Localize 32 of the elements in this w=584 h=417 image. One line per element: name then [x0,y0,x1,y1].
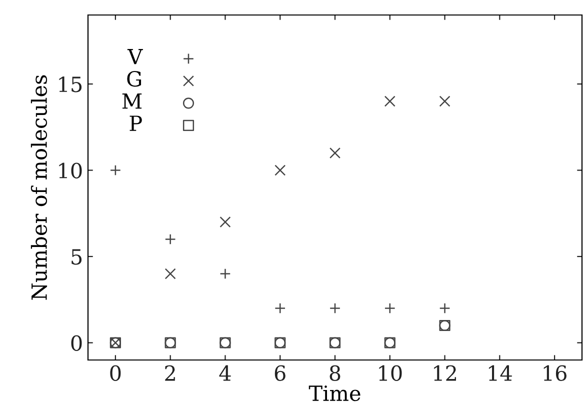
legend-label: P [130,116,142,131]
x-tick-label: 16 [544,365,566,381]
x-tick-label: 14 [488,365,512,381]
x-tick-label: 10 [379,365,402,381]
x-tick-label: 0 [110,365,121,381]
point [439,302,450,314]
point [110,164,121,176]
y-tick-label: 15 [59,76,82,92]
point [220,268,231,280]
x-tick-label: 6 [274,365,286,381]
y-tick-label: 5 [72,249,82,265]
point [164,234,176,245]
point [274,164,286,176]
point [384,96,396,107]
legend-label: V [127,48,143,64]
x-tick-label: 8 [330,365,340,381]
point [274,302,286,314]
point [220,216,231,228]
y-tick-label: 0 [71,335,82,351]
legend-label: G [127,70,142,87]
point [329,302,341,314]
legend-label: M [122,93,142,109]
y-tick-label: 10 [59,162,82,178]
x-axis-title: Time [308,386,360,402]
y-axis-title: Number of molecules [30,75,48,300]
x-tick-label: 2 [165,365,175,381]
point [384,302,396,314]
point [164,268,176,280]
x-tick-label: 4 [219,365,231,381]
point [439,96,450,107]
point [329,147,341,159]
x-tick-label: 12 [434,365,456,381]
